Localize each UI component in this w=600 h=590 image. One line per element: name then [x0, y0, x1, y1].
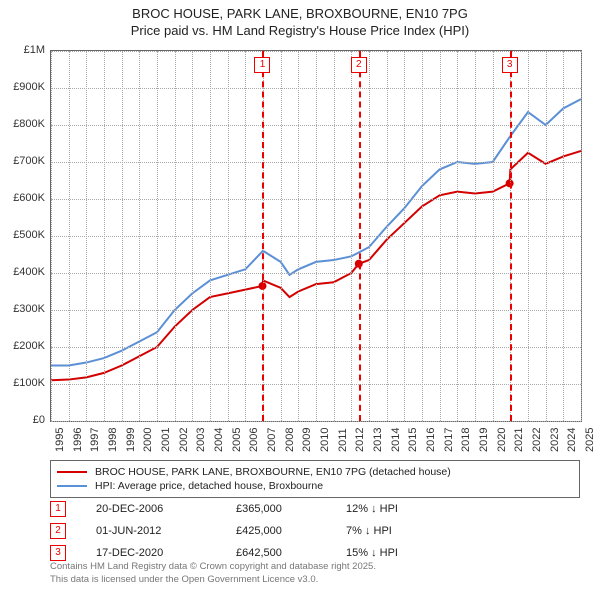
- x-axis-label: 2021: [513, 428, 525, 452]
- x-axis-label: 2015: [407, 428, 419, 452]
- x-axis-label: 1998: [107, 428, 119, 452]
- x-axis-label: 2020: [496, 428, 508, 452]
- y-axis-label: £600K: [13, 192, 45, 204]
- y-axis-label: £200K: [13, 340, 45, 352]
- event-price: £642,500: [236, 547, 316, 559]
- y-axis-label: £100K: [13, 377, 45, 389]
- legend-swatch: [57, 471, 87, 473]
- x-axis-label: 2005: [231, 428, 243, 452]
- title-line-2: Price paid vs. HM Land Registry's House …: [0, 23, 600, 40]
- x-axis-label: 2022: [531, 428, 543, 452]
- y-axis-label: £0: [33, 414, 45, 426]
- event-delta: 12% ↓ HPI: [346, 503, 446, 515]
- y-axis-label: £700K: [13, 155, 45, 167]
- x-axis-label: 2008: [284, 428, 296, 452]
- event-date: 01-JUN-2012: [96, 525, 206, 537]
- x-axis-label: 2018: [460, 428, 472, 452]
- x-axis-label: 2016: [425, 428, 437, 452]
- x-axis-label: 2013: [372, 428, 384, 452]
- x-axis-label: 2019: [478, 428, 490, 452]
- footer-attribution: Contains HM Land Registry data © Crown c…: [50, 561, 376, 586]
- x-axis-label: 2003: [195, 428, 207, 452]
- chart-title: BROC HOUSE, PARK LANE, BROXBOURNE, EN10 …: [0, 0, 600, 40]
- x-axis-label: 2009: [301, 428, 313, 452]
- x-axis-label: 2012: [354, 428, 366, 452]
- legend-swatch: [57, 485, 87, 487]
- y-axis-label: £900K: [13, 81, 45, 93]
- legend-item: BROC HOUSE, PARK LANE, BROXBOURNE, EN10 …: [57, 465, 573, 479]
- x-axis-label: 2006: [248, 428, 260, 452]
- x-axis-label: 2001: [160, 428, 172, 452]
- event-price: £425,000: [236, 525, 316, 537]
- event-date: 17-DEC-2020: [96, 547, 206, 559]
- y-axis-label: £500K: [13, 229, 45, 241]
- event-delta: 15% ↓ HPI: [346, 547, 446, 559]
- x-axis-label: 2002: [178, 428, 190, 452]
- title-line-1: BROC HOUSE, PARK LANE, BROXBOURNE, EN10 …: [0, 6, 600, 23]
- y-axis-label: £300K: [13, 303, 45, 315]
- x-axis-label: 1999: [125, 428, 137, 452]
- footer-line-1: Contains HM Land Registry data © Crown c…: [50, 561, 376, 573]
- x-axis-label: 2000: [142, 428, 154, 452]
- x-axis-label: 2024: [566, 428, 578, 452]
- event-delta: 7% ↓ HPI: [346, 525, 446, 537]
- event-marker-box: 1: [50, 501, 66, 517]
- event-date: 20-DEC-2006: [96, 503, 206, 515]
- event-marker-box: 2: [50, 523, 66, 539]
- events-table: 1 20-DEC-2006 £365,000 12% ↓ HPI 2 01-JU…: [50, 498, 446, 564]
- y-axis-label: £400K: [13, 266, 45, 278]
- legend-label: HPI: Average price, detached house, Brox…: [95, 480, 323, 492]
- event-price: £365,000: [236, 503, 316, 515]
- footer-line-2: This data is licensed under the Open Gov…: [50, 574, 376, 586]
- x-axis-label: 2025: [584, 428, 596, 452]
- x-axis-label: 1997: [89, 428, 101, 452]
- event-marker-box: 3: [50, 545, 66, 561]
- x-axis-label: 2023: [549, 428, 561, 452]
- legend-item: HPI: Average price, detached house, Brox…: [57, 479, 573, 493]
- event-marker-box: 1: [254, 57, 270, 73]
- event-marker-box: 3: [502, 57, 518, 73]
- chart-container: BROC HOUSE, PARK LANE, BROXBOURNE, EN10 …: [0, 0, 600, 590]
- x-axis-label: 2014: [390, 428, 402, 452]
- x-axis-label: 2011: [337, 428, 349, 452]
- event-marker-box: 2: [351, 57, 367, 73]
- y-axis-label: £1M: [24, 44, 45, 56]
- legend: BROC HOUSE, PARK LANE, BROXBOURNE, EN10 …: [50, 460, 580, 498]
- x-axis-label: 2007: [266, 428, 278, 452]
- event-row: 1 20-DEC-2006 £365,000 12% ↓ HPI: [50, 498, 446, 520]
- legend-label: BROC HOUSE, PARK LANE, BROXBOURNE, EN10 …: [95, 466, 451, 478]
- plot-area: 1 2 3: [50, 50, 582, 422]
- x-axis-label: 2004: [213, 428, 225, 452]
- x-axis-label: 1995: [54, 428, 66, 452]
- x-axis-label: 1996: [72, 428, 84, 452]
- x-axis-label: 2017: [443, 428, 455, 452]
- x-axis-label: 2010: [319, 428, 331, 452]
- event-row: 2 01-JUN-2012 £425,000 7% ↓ HPI: [50, 520, 446, 542]
- y-axis-label: £800K: [13, 118, 45, 130]
